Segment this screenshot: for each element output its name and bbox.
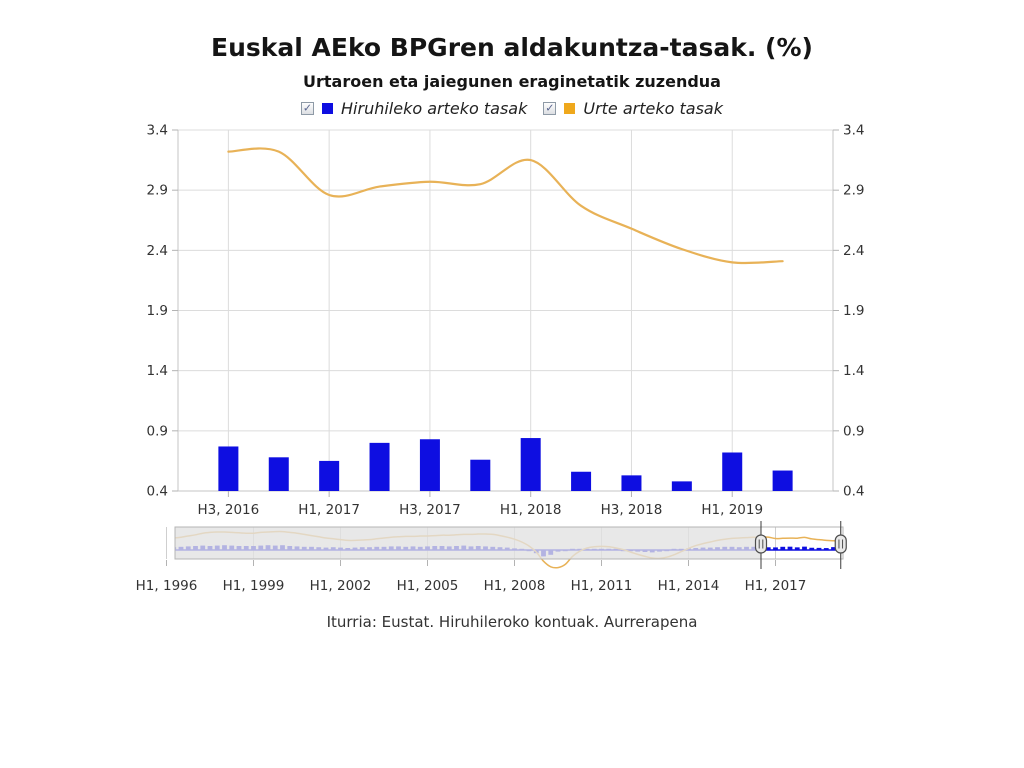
navigator-axis-label: H1, 2005 bbox=[397, 578, 459, 594]
navigator-bar bbox=[157, 547, 162, 550]
bar bbox=[470, 459, 491, 491]
navigator-mask[interactable] bbox=[175, 527, 761, 559]
bar bbox=[419, 439, 440, 491]
y-axis-label: 3.4 bbox=[843, 123, 864, 139]
navigator-axis-label: H1, 1999 bbox=[223, 578, 285, 594]
navigator-axis-label: H1, 2011 bbox=[571, 578, 633, 594]
x-axis-label: H1, 2017 bbox=[298, 502, 360, 518]
bar bbox=[268, 457, 289, 491]
bar bbox=[671, 481, 692, 491]
source-credit: Iturria: Eustat. Hiruhileroko kontuak. A… bbox=[326, 613, 698, 631]
navigator-bar bbox=[773, 547, 778, 550]
navigator-bar bbox=[780, 546, 786, 550]
bar bbox=[571, 471, 592, 491]
checkmark-icon: ✓ bbox=[302, 101, 313, 115]
bar bbox=[319, 460, 340, 491]
line-series bbox=[227, 147, 784, 265]
main-chart: 0.4 0.4 0.9 0.9 1.4 1.4 1.9 1.9 2.4 2.4 2.9 2.9 3.4 3… bbox=[147, 123, 865, 519]
navigator-bar bbox=[142, 546, 147, 550]
bar bbox=[722, 452, 743, 491]
y-axis-label: 1.4 bbox=[843, 363, 864, 379]
legend-label-annual: Urte arteko tasak bbox=[583, 99, 723, 118]
chart-subtitle: Urtaroen eta jaiegunen eraginetatik zuze… bbox=[303, 72, 721, 91]
y-axis-label: 0.9 bbox=[147, 423, 168, 439]
navigator: H1, 1996 H1, 1999 H1, 2002 H1, 2005 H1, 2008… bbox=[135, 521, 847, 594]
navigator-bar bbox=[802, 546, 807, 550]
legend-checkbox-quarterly[interactable]: ✓ bbox=[301, 101, 315, 115]
bar bbox=[772, 470, 793, 491]
y-axis-label: 0.4 bbox=[843, 484, 864, 500]
x-axis-label: H3, 2016 bbox=[198, 502, 260, 518]
y-axis-label: 3.4 bbox=[147, 123, 168, 139]
navigator-handle-left[interactable] bbox=[754, 521, 768, 569]
chart-title: Euskal AEko BPGren aldakuntza-tasak. (%) bbox=[211, 33, 813, 62]
bar-series bbox=[218, 438, 793, 491]
legend-checkbox-annual[interactable]: ✓ bbox=[543, 101, 557, 115]
navigator-handle-right[interactable] bbox=[834, 521, 847, 569]
navigator-bar bbox=[816, 547, 822, 550]
y-axis-label: 1.9 bbox=[147, 303, 168, 319]
legend-marker-quarterly bbox=[322, 103, 334, 114]
navigator-axis-label: H1, 2014 bbox=[658, 578, 720, 594]
y-axis-label: 2.4 bbox=[147, 243, 168, 259]
x-axis-label: H3, 2018 bbox=[601, 502, 663, 518]
navigator-bar bbox=[809, 547, 815, 550]
handle-grip-icon bbox=[834, 534, 847, 554]
navigator-axis-label: H1, 2002 bbox=[310, 578, 372, 594]
navigator-bar bbox=[765, 547, 771, 550]
navigator-bar bbox=[823, 548, 829, 550]
legend-marker-annual bbox=[564, 103, 576, 114]
navigator-bar bbox=[135, 547, 140, 550]
x-axis-label: H3, 2017 bbox=[399, 502, 461, 518]
navigator-bar bbox=[794, 547, 800, 550]
y-axis-label: 0.9 bbox=[843, 423, 864, 439]
y-axis-label: 1.4 bbox=[147, 363, 168, 379]
y-axis-label: 2.9 bbox=[147, 183, 168, 199]
y-axis-label: 2.9 bbox=[843, 183, 864, 199]
navigator-axis-label: H1, 2017 bbox=[745, 578, 807, 594]
bar bbox=[218, 446, 239, 491]
legend-item-quarterly[interactable]: ✓ Hiruhileko arteko tasak bbox=[301, 99, 527, 118]
y-axis-label: 1.9 bbox=[843, 303, 864, 319]
legend-item-annual[interactable]: ✓ Urte arteko tasak bbox=[543, 99, 723, 118]
bar bbox=[369, 442, 390, 491]
bar bbox=[621, 475, 642, 491]
y-axis-label: 0.4 bbox=[147, 484, 168, 500]
x-axis-label: H1, 2018 bbox=[500, 502, 562, 518]
navigator-bar bbox=[787, 546, 793, 550]
y-axis-label: 2.4 bbox=[843, 243, 864, 259]
x-axis-label: H1, 2019 bbox=[701, 502, 763, 518]
navigator-axis-label: H1, 1996 bbox=[136, 578, 198, 594]
navigator-window[interactable] bbox=[760, 526, 842, 560]
navigator-axis-label: H1, 2008 bbox=[484, 578, 546, 594]
legend: ✓ Hiruhileko arteko tasak ✓ Urte arteko … bbox=[0, 99, 1024, 118]
navigator-bar bbox=[831, 547, 836, 550]
checkmark-icon: ✓ bbox=[545, 101, 555, 115]
navigator-bar bbox=[150, 547, 155, 550]
bar bbox=[520, 438, 541, 491]
legend-label-quarterly: Hiruhileko arteko tasak bbox=[341, 99, 528, 118]
handle-grip-icon bbox=[754, 534, 768, 554]
